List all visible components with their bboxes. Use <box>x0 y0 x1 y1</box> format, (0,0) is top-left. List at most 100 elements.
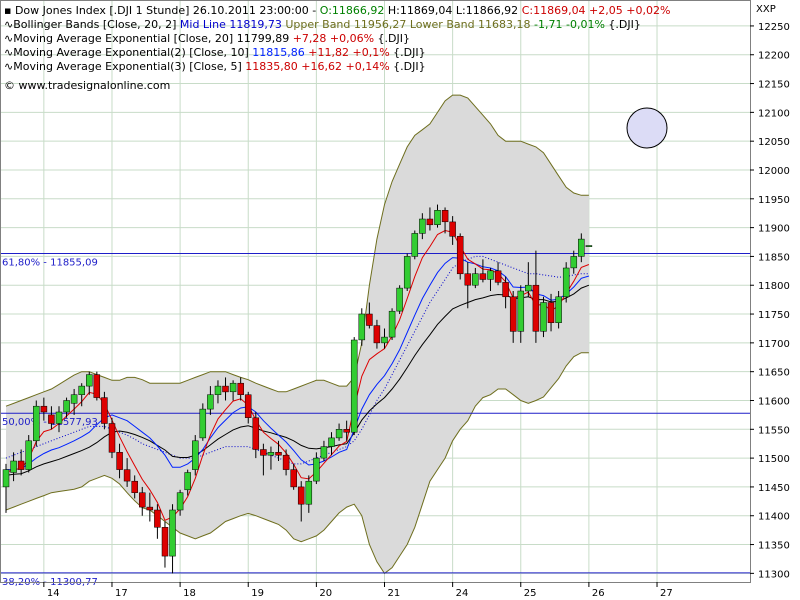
candle <box>479 259 487 283</box>
ema10-symbol: {.DJI} <box>390 46 426 59</box>
ema10-value: 11815,86 <box>252 46 305 59</box>
candle <box>502 276 509 309</box>
candle-body-down <box>237 382 244 395</box>
candle-body-up <box>578 238 585 257</box>
fib-level-label: 61,80% - 11855,09 <box>2 257 98 268</box>
candle-body-up <box>207 394 214 410</box>
candle <box>335 423 343 441</box>
header-line-4: ∿Moving Average Exponential(2) [Close, 1… <box>4 46 426 59</box>
y-tick-label: 12150 <box>758 80 790 91</box>
header-high-low: H:11869,04 L:11866,92 <box>384 4 521 17</box>
candle-body-up <box>33 405 40 442</box>
candle-body-down <box>40 405 48 413</box>
candle <box>275 440 282 461</box>
y-tick-label: 11450 <box>758 483 790 494</box>
candle <box>570 250 578 274</box>
candle-body-down <box>479 273 487 280</box>
marker-circle[interactable] <box>626 107 668 149</box>
candle <box>86 371 93 395</box>
candle <box>229 380 237 401</box>
candle <box>381 328 388 349</box>
header-line-3: ∿Moving Average Exponential [Close, 20] … <box>4 32 410 45</box>
candle-body-down <box>101 397 108 424</box>
candle <box>244 391 252 424</box>
candle-body-up <box>169 509 176 557</box>
candle-body-up <box>403 256 411 289</box>
candle-body-down <box>48 414 55 424</box>
y-tick-label: 11500 <box>758 454 790 465</box>
candle <box>116 443 123 479</box>
candle-body-down <box>146 506 154 511</box>
candle-body-down <box>282 454 290 470</box>
bollinger-change: -1,71 -0,01% <box>531 18 605 31</box>
candle <box>343 420 350 441</box>
candle-body-down <box>244 394 252 418</box>
candle <box>48 406 55 430</box>
header-line-5: ∿Moving Average Exponential(3) [Close, 5… <box>4 60 426 73</box>
candle-body-down <box>464 273 472 286</box>
y-tick-label: 11600 <box>758 396 790 407</box>
candle <box>297 481 305 522</box>
candle-body-up <box>229 382 237 393</box>
ema5-change: +16,62 +0,14% <box>298 60 390 73</box>
candle <box>222 377 229 401</box>
candle-body-up <box>313 457 320 482</box>
candle <box>33 400 40 447</box>
candle-body-up <box>472 273 479 286</box>
candle <box>290 463 297 490</box>
candle <box>108 417 116 459</box>
exchange-label: XXP <box>756 4 776 15</box>
candle <box>260 443 267 476</box>
candle <box>396 285 403 315</box>
candle-body-up <box>25 440 32 470</box>
candle <box>555 291 562 329</box>
header-line-2: ∿Bollinger Bands [Close, 20, 2] Mid Line… <box>4 18 641 31</box>
candle-body-up <box>70 394 78 404</box>
candle <box>426 207 434 231</box>
y-tick-label: 11550 <box>758 425 790 436</box>
candle-body-down <box>456 236 464 275</box>
candle <box>2 463 10 513</box>
candle <box>373 319 381 349</box>
candle-body-down <box>260 449 267 456</box>
candle-body-down <box>154 509 161 528</box>
candle-body-up <box>2 469 10 488</box>
y-tick-label: 11750 <box>758 310 790 321</box>
y-tick-label: 11950 <box>758 195 790 206</box>
y-tick-label: 11300 <box>758 569 790 580</box>
candle-body-down <box>93 374 101 398</box>
candle-body-down <box>449 221 456 237</box>
candle <box>517 285 525 343</box>
candle <box>282 449 290 476</box>
candle <box>585 245 593 247</box>
candle-body-up <box>199 408 207 439</box>
header-close: C:11869,04 +2,05 +0,02% <box>522 4 671 17</box>
candle <box>540 296 547 338</box>
candle-body-up <box>335 429 343 439</box>
candle <box>70 388 78 415</box>
candle-body-up <box>570 256 578 269</box>
candle <box>547 293 555 332</box>
candle <box>214 380 222 404</box>
candle-body-up <box>525 284 532 292</box>
candle-body-up <box>267 452 275 456</box>
ema20-change: +7,28 +0,06% <box>293 32 374 45</box>
candle <box>154 504 161 539</box>
bollinger-symbol: {.DJI} <box>605 18 641 31</box>
candle <box>305 475 313 513</box>
candle-body-up <box>396 287 403 312</box>
candle <box>456 233 464 280</box>
candle-body-up <box>358 313 366 341</box>
candle-body-down <box>373 325 381 344</box>
ema20-symbol: {.DJI} <box>374 32 410 45</box>
candle <box>123 458 131 487</box>
candle <box>562 262 570 303</box>
candle-body-up <box>517 290 525 332</box>
y-tick-label: 11700 <box>758 339 790 350</box>
candle <box>267 446 275 470</box>
candle-body-up <box>184 472 191 491</box>
y-tick-label: 11650 <box>758 368 790 379</box>
candle <box>252 412 260 459</box>
indicator-icon: ∿ <box>4 46 13 59</box>
